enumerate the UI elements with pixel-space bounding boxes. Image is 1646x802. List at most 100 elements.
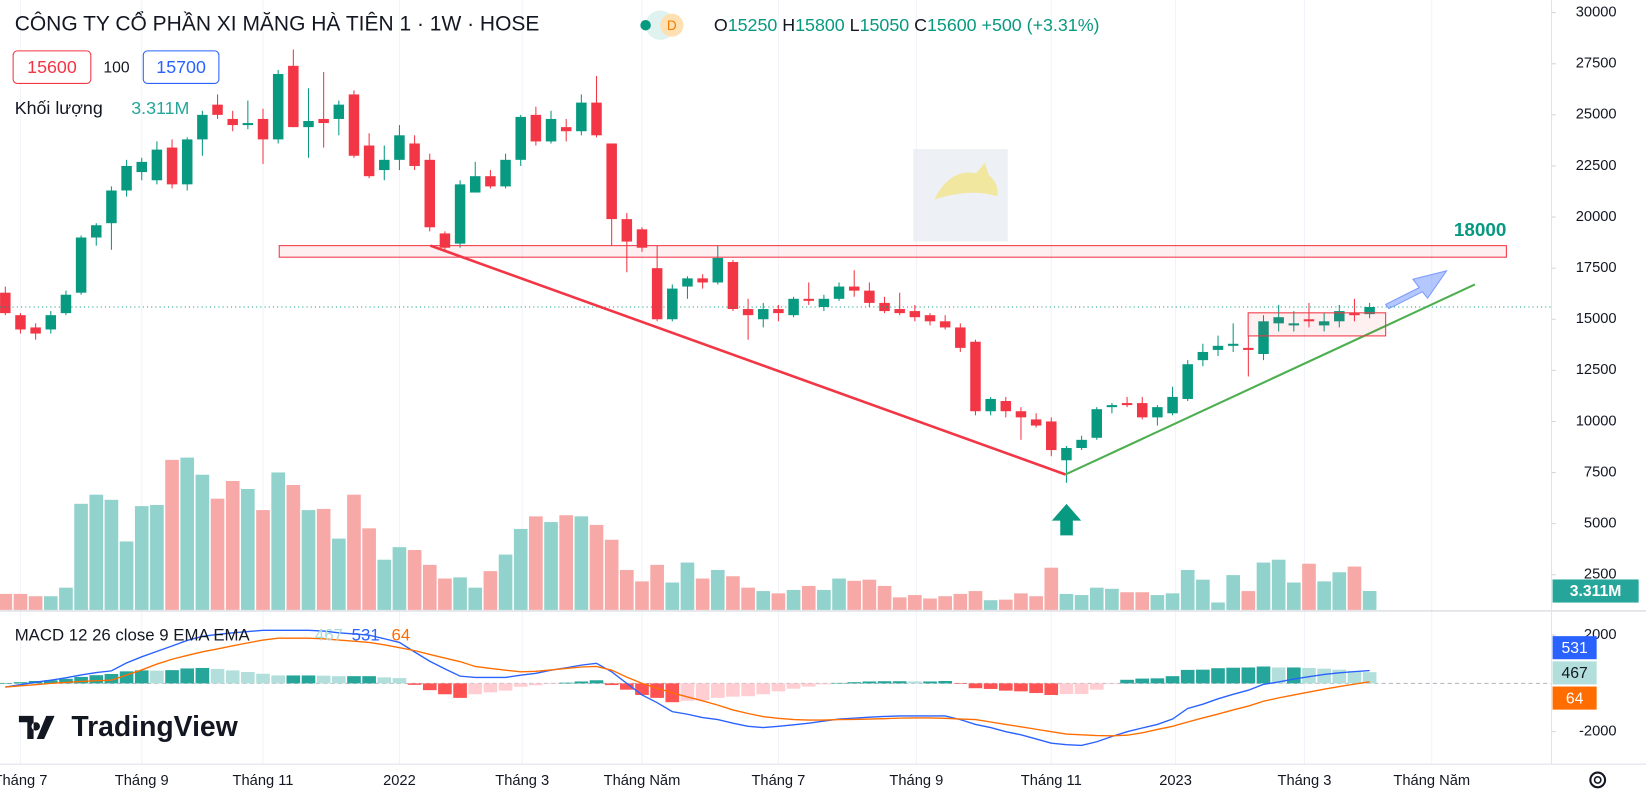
x-tick-label: Tháng 7: [751, 773, 805, 789]
candle-body: [1152, 407, 1163, 418]
candle-body: [1182, 364, 1193, 399]
resistance-label: 18000: [1454, 220, 1507, 241]
axis-badges: 3.311M 531 467 64: [1552, 579, 1639, 710]
volume-bar: [695, 578, 710, 610]
macd-histogram-bar: [331, 676, 346, 684]
candle-body: [606, 143, 617, 220]
sell-button[interactable]: [12, 50, 92, 84]
candle-body: [424, 159, 436, 228]
macd-histogram-bar: [1196, 669, 1210, 684]
volume-bar: [1044, 567, 1059, 610]
timeframe-badge: D: [667, 18, 677, 33]
candle-body: [985, 398, 996, 412]
volume-bar: [1105, 588, 1119, 610]
watermark: [913, 149, 1008, 242]
macd-histogram-bar: [1089, 683, 1104, 690]
volume-legend-label: Khối lượng: [15, 98, 103, 118]
candle-body: [303, 120, 314, 128]
ohlc-value: 15050: [860, 15, 910, 35]
macd-histogram-bar: [1029, 683, 1043, 694]
volume-bar: [1332, 572, 1347, 610]
macd-histogram-bar: [786, 683, 801, 689]
volume-bar: [877, 585, 892, 610]
macd-histogram-bar: [362, 676, 376, 684]
volume-bar: [1196, 579, 1210, 610]
macd-histogram-bar: [438, 683, 452, 695]
macd-histogram-bar: [150, 670, 164, 684]
candle-body: [939, 321, 951, 328]
macd-legend-title: MACD 12 26 close 9 EMA EMA: [15, 626, 251, 645]
candle-body: [15, 315, 26, 330]
macd-histogram-bar: [1256, 666, 1271, 684]
x-tick-label: Tháng 9: [889, 773, 943, 789]
candle-body: [530, 114, 542, 142]
candle-body: [1349, 313, 1360, 316]
candle-body: [924, 315, 936, 322]
settings-icon-core[interactable]: [1593, 776, 1602, 784]
candle-body: [91, 225, 102, 238]
candle-body: [288, 65, 299, 128]
y-tick-label: 20000: [1576, 209, 1617, 225]
candle-body: [1273, 317, 1284, 324]
volume-bar: [574, 516, 589, 610]
volume-bar: [513, 528, 528, 610]
volume-bar: [1014, 593, 1028, 610]
volume-bar: [134, 506, 149, 610]
volume-bar: [256, 510, 270, 610]
macd-histogram-bar: [938, 680, 952, 684]
candle-body: [75, 237, 87, 293]
settings-button[interactable]: [1589, 771, 1607, 789]
ask-price[interactable]: 15700: [156, 57, 206, 77]
settings-icon[interactable]: [1589, 771, 1607, 789]
macd-histogram-bar: [316, 675, 331, 684]
volume-bar: [104, 499, 119, 610]
candle-body: [166, 147, 178, 185]
logo-text[interactable]: TradingView: [71, 711, 238, 743]
macd-histogram-bar: [726, 683, 740, 697]
volume-bar: [1059, 593, 1074, 610]
candle-body: [651, 268, 663, 320]
macd-histogram-bar: [877, 681, 892, 684]
candle-body: [1318, 321, 1330, 326]
buy-button[interactable]: [142, 50, 220, 84]
macd-histogram-bar: [1271, 667, 1286, 684]
bid-price[interactable]: 15600: [27, 57, 77, 77]
macd-histogram-bar: [650, 683, 664, 698]
macd-badge: [1552, 636, 1597, 660]
projection-arrow[interactable]: [1384, 269, 1448, 310]
y-tick-label: 5000: [1584, 516, 1617, 532]
uptrend-line[interactable]: [1065, 283, 1476, 476]
candle-body: [636, 229, 648, 248]
volume-bar: [468, 587, 483, 610]
volume-bar: [892, 597, 907, 610]
macd-histogram-bar: [1120, 679, 1134, 684]
logo[interactable]: TradingView: [18, 711, 239, 743]
candle-body: [848, 286, 860, 291]
candle-body: [1106, 405, 1118, 408]
ohlc-value: 15250: [728, 15, 778, 35]
candle-body: [1227, 343, 1239, 346]
volume-bar: [923, 598, 937, 610]
candle-body: [803, 298, 814, 301]
volume-bar: [680, 562, 695, 610]
volume-bar: [832, 578, 846, 610]
logo-mark[interactable]: [18, 715, 55, 740]
macd-histogram-bar: [862, 681, 877, 684]
resistance-zone[interactable]: [278, 245, 1507, 258]
downtrend-line[interactable]: [429, 244, 1066, 476]
volume-bar: [347, 494, 361, 610]
consolidation-box[interactable]: [1247, 312, 1387, 337]
macd-histogram-bar: [104, 673, 119, 684]
watermark-bull: [934, 162, 998, 200]
volume-bar: [1211, 602, 1225, 610]
macd-line: [5, 629, 1370, 747]
candle-body: [697, 278, 708, 283]
macd-histogram-bar: [377, 677, 392, 684]
macd-histogram-bar: [1211, 668, 1225, 684]
candle-body: [560, 127, 572, 132]
volume-bar: [983, 600, 998, 610]
volume-badge: [1552, 579, 1639, 603]
symbol-title: CÔNG TY CỔ PHẦN XI MĂNG HÀ TIÊN 1 · 1W ·…: [15, 12, 540, 36]
volume-bar: [741, 587, 755, 610]
bottom-arrow[interactable]: [1051, 503, 1082, 536]
